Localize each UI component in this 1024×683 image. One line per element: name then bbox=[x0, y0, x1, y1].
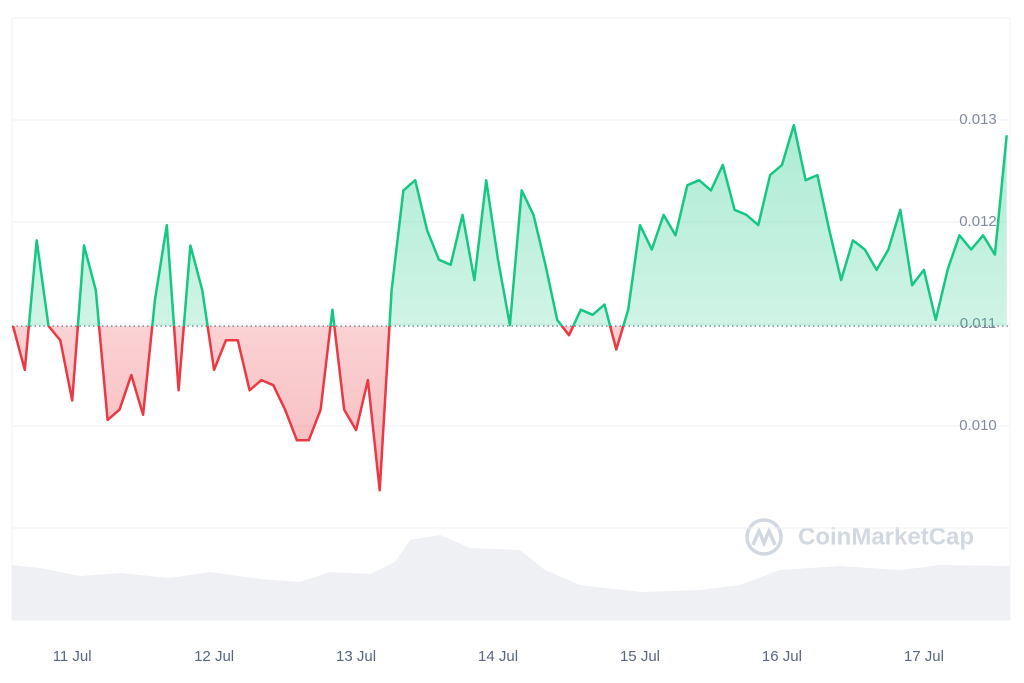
volume-area bbox=[12, 535, 1010, 620]
x-tick-label: 15 Jul bbox=[620, 648, 660, 665]
y-tick-label: 0.012 bbox=[959, 213, 997, 230]
watermark-text: CoinMarketCap bbox=[798, 523, 974, 550]
price-line-up bbox=[12, 123, 1008, 327]
watermark: CoinMarketCap bbox=[745, 518, 974, 556]
x-tick-label: 12 Jul bbox=[194, 648, 234, 665]
x-tick-label: 16 Jul bbox=[762, 648, 802, 665]
area-down bbox=[13, 326, 624, 491]
x-tick-label: 13 Jul bbox=[336, 648, 376, 665]
price-line-down bbox=[11, 326, 625, 492]
x-tick-label: 17 Jul bbox=[904, 648, 944, 665]
x-tick-label: 14 Jul bbox=[478, 648, 518, 665]
y-tick-label: 0.010 bbox=[959, 417, 997, 434]
area-up bbox=[13, 125, 1007, 327]
x-tick-label: 11 Jul bbox=[53, 648, 92, 665]
y-tick-label: 0.013 bbox=[959, 111, 997, 128]
